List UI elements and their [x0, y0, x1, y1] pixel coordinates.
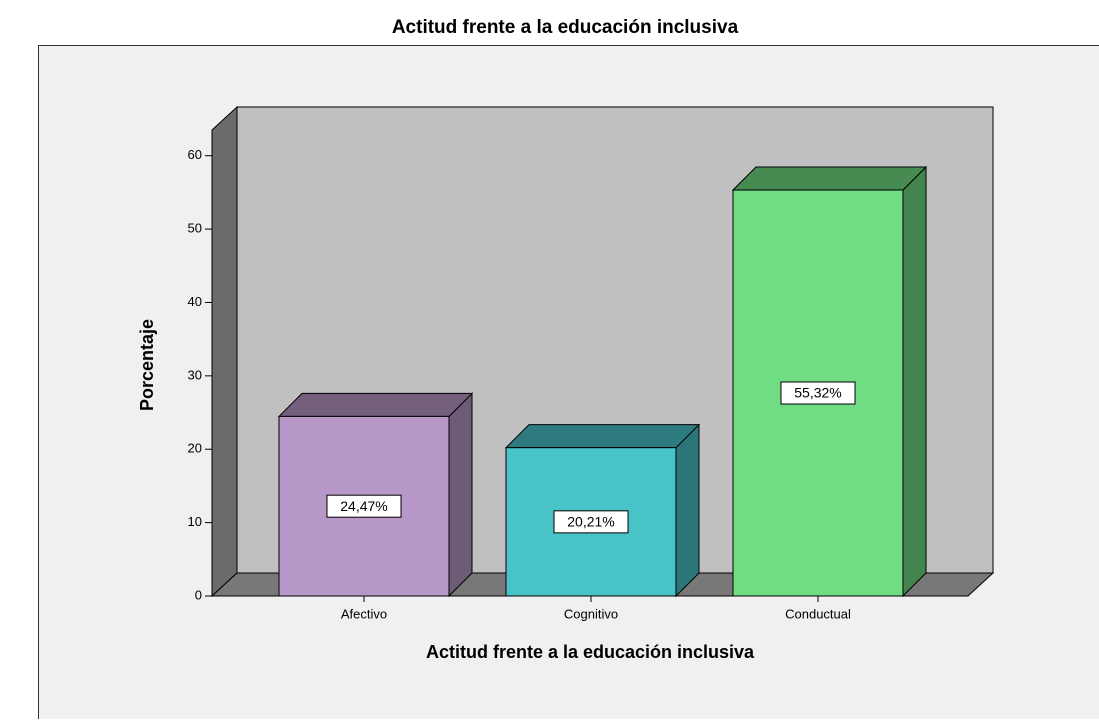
side-wall	[212, 107, 237, 596]
y-tick-label: 20	[188, 441, 202, 456]
chart-title: Actitud frente a la educación inclusiva	[392, 17, 739, 38]
y-tick-label: 0	[195, 587, 202, 602]
y-tick-label: 10	[188, 514, 202, 529]
y-axis-title: Porcentaje	[137, 319, 157, 411]
value-label: 20,21%	[567, 514, 614, 530]
bar-top	[279, 393, 472, 416]
x-axis-title: Actitud frente a la educación inclusiva	[426, 642, 755, 662]
bar-side	[449, 393, 472, 596]
bar-top	[733, 167, 926, 190]
value-label: 24,47%	[340, 498, 387, 514]
x-tick-label: Cognitivo	[564, 606, 618, 621]
y-tick-label: 60	[188, 147, 202, 162]
y-tick-label: 40	[188, 294, 202, 309]
bar-side	[903, 167, 926, 596]
value-label: 55,32%	[794, 385, 841, 401]
x-tick-label: Afectivo	[341, 606, 387, 621]
y-tick-label: 30	[188, 367, 202, 382]
bar-top	[506, 425, 699, 448]
bar-side	[676, 425, 699, 596]
y-tick-label: 50	[188, 221, 202, 236]
x-tick-label: Conductual	[785, 606, 851, 621]
